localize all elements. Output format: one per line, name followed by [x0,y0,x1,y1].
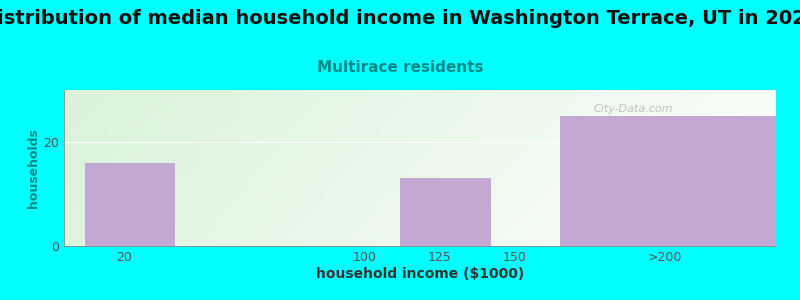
Text: Distribution of median household income in Washington Terrace, UT in 2022: Distribution of median household income … [0,9,800,28]
Bar [85,163,175,246]
Text: City-Data.com: City-Data.com [594,104,674,114]
Y-axis label: households: households [27,128,41,208]
X-axis label: household income ($1000): household income ($1000) [316,267,524,280]
Text: Multirace residents: Multirace residents [317,60,483,75]
Bar [401,178,490,246]
Bar [560,116,776,246]
